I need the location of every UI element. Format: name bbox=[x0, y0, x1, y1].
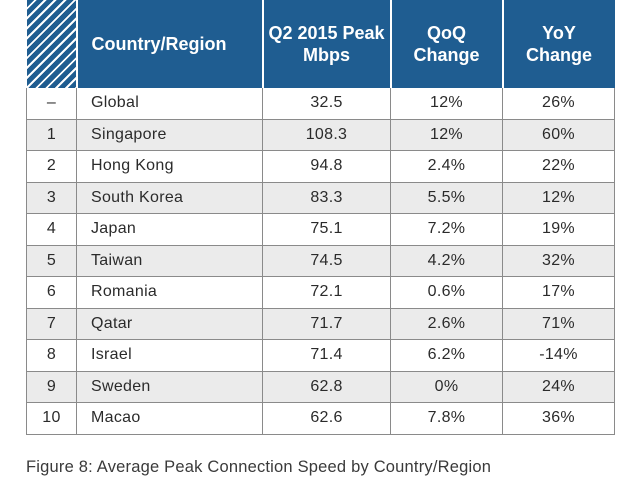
rank-header-hatched bbox=[26, 0, 77, 88]
rank-cell: 1 bbox=[26, 119, 77, 151]
rank-cell: 5 bbox=[26, 245, 77, 277]
country-cell: Sweden bbox=[76, 371, 263, 403]
table-row: 9 Sweden 62.8 0% 24% bbox=[26, 371, 615, 403]
table-row: 3 South Korea 83.3 5.5% 12% bbox=[26, 182, 615, 214]
rank-cell: 7 bbox=[26, 308, 77, 340]
peak-mbps-cell: 62.6 bbox=[262, 402, 391, 435]
peak-mbps-cell: 83.3 bbox=[262, 182, 391, 214]
yoy-change-cell: 60% bbox=[502, 119, 615, 151]
country-cell: Romania bbox=[76, 276, 263, 309]
table-row: 2 Hong Kong 94.8 2.4% 22% bbox=[26, 150, 615, 183]
yoy-change-cell: 24% bbox=[502, 371, 615, 403]
country-cell: Singapore bbox=[76, 119, 263, 151]
yoy-change-cell: 12% bbox=[502, 182, 615, 214]
table-row: 8 Israel 71.4 6.2% -14% bbox=[26, 339, 615, 372]
country-cell: Taiwan bbox=[76, 245, 263, 277]
qoq-change-cell: 7.8% bbox=[390, 402, 503, 435]
yoy-change-cell: 17% bbox=[502, 276, 615, 309]
qoq-change-cell: 12% bbox=[390, 88, 503, 120]
peak-mbps-cell: 71.7 bbox=[262, 308, 391, 340]
yoy-change-cell: 71% bbox=[502, 308, 615, 340]
peak-mbps-cell: 71.4 bbox=[262, 339, 391, 372]
rank-cell: 6 bbox=[26, 276, 77, 309]
rank-cell: 4 bbox=[26, 213, 77, 246]
table-body: – Global 32.5 12% 26% 1 Singapore 108.3 12% 60% 2 H… bbox=[26, 88, 615, 435]
qoq-change-cell: 2.4% bbox=[390, 150, 503, 183]
country-cell: Hong Kong bbox=[76, 150, 263, 183]
peak-mbps-cell: 108.3 bbox=[262, 119, 391, 151]
country-cell: Israel bbox=[76, 339, 263, 372]
rank-cell: 3 bbox=[26, 182, 77, 214]
qoq-change-cell: 12% bbox=[390, 119, 503, 151]
yoy-change-cell: -14% bbox=[502, 339, 615, 372]
qoq-change-cell: 0% bbox=[390, 371, 503, 403]
table-row: – Global 32.5 12% 26% bbox=[26, 88, 615, 120]
peak-mbps-cell: 62.8 bbox=[262, 371, 391, 403]
country-region-header: Country/Region bbox=[75, 0, 263, 88]
table-row: 6 Romania 72.1 0.6% 17% bbox=[26, 276, 615, 309]
country-cell: Macao bbox=[76, 402, 263, 435]
header-row: Country/Region Q2 2015 Peak Mbps QoQ Cha… bbox=[26, 0, 615, 88]
peak-mbps-header: Q2 2015 Peak Mbps bbox=[261, 0, 391, 88]
rank-cell: 8 bbox=[26, 339, 77, 372]
rank-cell: 9 bbox=[26, 371, 77, 403]
qoq-change-cell: 6.2% bbox=[390, 339, 503, 372]
country-cell: Global bbox=[76, 88, 263, 120]
qoq-change-cell: 4.2% bbox=[390, 245, 503, 277]
country-cell: Japan bbox=[76, 213, 263, 246]
table-row: 1 Singapore 108.3 12% 60% bbox=[26, 119, 615, 151]
qoq-change-cell: 7.2% bbox=[390, 213, 503, 246]
qoq-change-cell: 0.6% bbox=[390, 276, 503, 309]
peak-mbps-cell: 75.1 bbox=[262, 213, 391, 246]
yoy-change-cell: 26% bbox=[502, 88, 615, 120]
rank-cell: 10 bbox=[26, 402, 77, 435]
connection-speed-table: Country/Region Q2 2015 Peak Mbps QoQ Cha… bbox=[26, 0, 615, 435]
table-row: 4 Japan 75.1 7.2% 19% bbox=[26, 213, 615, 246]
yoy-change-cell: 32% bbox=[502, 245, 615, 277]
table-row: 10 Macao 62.6 7.8% 36% bbox=[26, 402, 615, 435]
table-row: 7 Qatar 71.7 2.6% 71% bbox=[26, 308, 615, 340]
country-cell: South Korea bbox=[76, 182, 263, 214]
yoy-change-header: YoY Change bbox=[501, 0, 615, 88]
qoq-change-cell: 5.5% bbox=[390, 182, 503, 214]
table-row: 5 Taiwan 74.5 4.2% 32% bbox=[26, 245, 615, 277]
country-cell: Qatar bbox=[76, 308, 263, 340]
yoy-change-cell: 22% bbox=[502, 150, 615, 183]
rank-cell: – bbox=[26, 88, 77, 120]
yoy-change-cell: 36% bbox=[502, 402, 615, 435]
table-header: Country/Region Q2 2015 Peak Mbps QoQ Cha… bbox=[26, 0, 615, 88]
qoq-change-header: QoQ Change bbox=[389, 0, 503, 88]
peak-mbps-cell: 74.5 bbox=[262, 245, 391, 277]
peak-mbps-cell: 32.5 bbox=[262, 88, 391, 120]
rank-cell: 2 bbox=[26, 150, 77, 183]
connection-speed-table-container: Country/Region Q2 2015 Peak Mbps QoQ Cha… bbox=[26, 0, 615, 435]
peak-mbps-cell: 94.8 bbox=[262, 150, 391, 183]
peak-mbps-cell: 72.1 bbox=[262, 276, 391, 309]
qoq-change-cell: 2.6% bbox=[390, 308, 503, 340]
figure-caption: Figure 8: Average Peak Connection Speed … bbox=[26, 458, 492, 476]
yoy-change-cell: 19% bbox=[502, 213, 615, 246]
